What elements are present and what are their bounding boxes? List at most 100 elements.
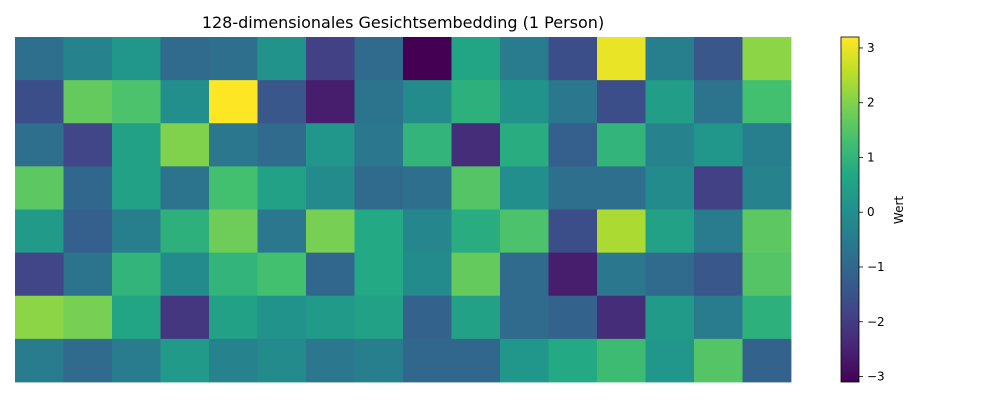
heatmap-cell xyxy=(694,209,743,254)
heatmap-cell xyxy=(15,338,64,383)
heatmap-cell xyxy=(597,80,646,124)
heatmap-cell xyxy=(645,123,695,167)
heatmap-cell xyxy=(645,209,695,254)
heatmap-cell xyxy=(209,209,258,254)
heatmap-cell xyxy=(403,123,452,167)
heatmap-cell xyxy=(257,123,307,167)
heatmap-cell xyxy=(160,123,210,167)
heatmap-cell xyxy=(63,338,113,383)
heatmap-cell xyxy=(742,252,792,297)
heatmap-cell xyxy=(306,166,355,210)
heatmap-cell xyxy=(209,252,258,297)
heatmap-cell xyxy=(160,166,210,210)
heatmap-cell xyxy=(306,123,355,167)
heatmap-cell xyxy=(160,209,210,254)
heatmap-cells xyxy=(15,37,792,383)
colorbar-tick-label: 1 xyxy=(867,150,875,164)
heatmap-cell xyxy=(403,295,452,340)
heatmap-cell xyxy=(597,166,646,210)
heatmap-cell xyxy=(645,37,695,81)
heatmap-cell xyxy=(209,80,258,124)
colorbar-tick-label: 3 xyxy=(867,41,875,55)
heatmap-cell xyxy=(15,123,64,167)
heatmap-cell xyxy=(63,123,113,167)
heatmap-cell xyxy=(403,338,452,383)
colorbar xyxy=(840,36,860,383)
heatmap-cell xyxy=(354,295,404,340)
heatmap-cell xyxy=(597,37,646,81)
heatmap-cell xyxy=(257,37,307,81)
heatmap-cell xyxy=(742,209,792,254)
heatmap-cell xyxy=(112,338,161,383)
heatmap-cell xyxy=(160,37,210,81)
heatmap-cell xyxy=(112,166,161,210)
colorbar-tick-label: −2 xyxy=(867,315,885,329)
heatmap-cell xyxy=(306,209,355,254)
heatmap-cell xyxy=(597,209,646,254)
heatmap-cell xyxy=(257,338,307,383)
heatmap-cell xyxy=(112,80,161,124)
heatmap-cell xyxy=(306,295,355,340)
heatmap-cell xyxy=(354,80,404,124)
heatmap-cell xyxy=(15,80,64,124)
heatmap-cell xyxy=(597,123,646,167)
heatmap-cell xyxy=(15,295,64,340)
heatmap-cell xyxy=(209,37,258,81)
heatmap-cell xyxy=(694,123,743,167)
heatmap-cell xyxy=(15,37,64,81)
heatmap-cell xyxy=(257,252,307,297)
heatmap-cell xyxy=(742,295,792,340)
heatmap-cell xyxy=(354,252,404,297)
heatmap-cell xyxy=(548,338,598,383)
heatmap-cell xyxy=(694,295,743,340)
heatmap-cell xyxy=(451,338,501,383)
heatmap-cell xyxy=(645,166,695,210)
heatmap-cell xyxy=(694,252,743,297)
heatmap-cell xyxy=(451,123,501,167)
heatmap-cell xyxy=(500,123,549,167)
heatmap-cell xyxy=(500,252,549,297)
colorbar-tick-label: −1 xyxy=(867,260,885,274)
heatmap-cell xyxy=(645,252,695,297)
heatmap-cell xyxy=(112,123,161,167)
heatmap-cell xyxy=(63,209,113,254)
heatmap-cell xyxy=(257,295,307,340)
heatmap-cell xyxy=(451,166,501,210)
heatmap-cell xyxy=(112,295,161,340)
heatmap-cell xyxy=(548,80,598,124)
heatmap-cell xyxy=(63,80,113,124)
heatmap-cell xyxy=(500,37,549,81)
heatmap-cell xyxy=(548,166,598,210)
heatmap-cell xyxy=(354,123,404,167)
heatmap-cell xyxy=(112,37,161,81)
heatmap-cell xyxy=(694,80,743,124)
heatmap-cell xyxy=(742,166,792,210)
heatmap-cell xyxy=(742,37,792,81)
heatmap-cell xyxy=(257,209,307,254)
heatmap-cell xyxy=(645,80,695,124)
heatmap-cell xyxy=(306,338,355,383)
heatmap-cell xyxy=(354,166,404,210)
colorbar-tick-label: −3 xyxy=(867,370,885,384)
heatmap-cell xyxy=(548,123,598,167)
heatmap-cell xyxy=(403,209,452,254)
heatmap-cell xyxy=(742,338,792,383)
heatmap-cell xyxy=(403,80,452,124)
heatmap-cell xyxy=(694,338,743,383)
heatmap-cell xyxy=(742,123,792,167)
heatmap-cell xyxy=(15,209,64,254)
heatmap-cell xyxy=(694,166,743,210)
heatmap-cell xyxy=(451,80,501,124)
heatmap-cell xyxy=(548,209,598,254)
heatmap-cell xyxy=(500,295,549,340)
heatmap-cell xyxy=(354,338,404,383)
heatmap-cell xyxy=(354,209,404,254)
heatmap-cell xyxy=(209,295,258,340)
heatmap-cell xyxy=(403,37,452,81)
heatmap-cell xyxy=(354,37,404,81)
colorbar-ticks: 3 2 1 0 −1 −2 −3 xyxy=(859,41,885,384)
heatmap-cell xyxy=(112,209,161,254)
heatmap-cell xyxy=(451,209,501,254)
heatmap-cell xyxy=(645,295,695,340)
heatmap-cell xyxy=(597,338,646,383)
